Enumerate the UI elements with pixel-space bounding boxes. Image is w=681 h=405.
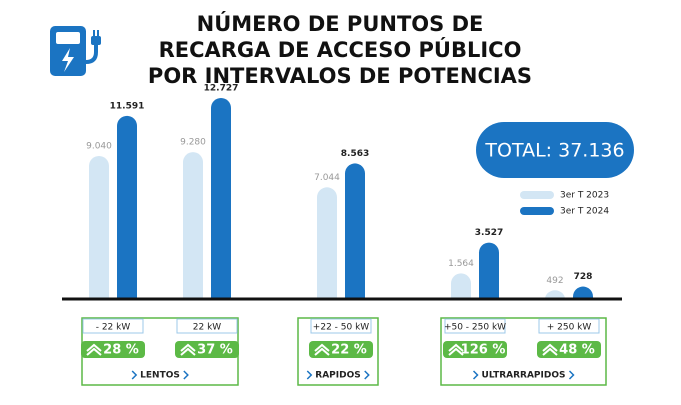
title-line: NÚMERO DE PUNTOS DE bbox=[197, 11, 484, 36]
chevron bbox=[472, 370, 479, 380]
bar bbox=[117, 115, 137, 309]
growth-arrow bbox=[542, 343, 558, 356]
growth-arrow bbox=[180, 343, 196, 356]
total-pill bbox=[476, 122, 634, 178]
legend-swatch bbox=[520, 191, 554, 199]
title-line: POR INTERVALOS DE POTENCIAS bbox=[148, 64, 532, 88]
growth-badge bbox=[309, 341, 373, 358]
chevron bbox=[568, 370, 575, 380]
value-label: 492 bbox=[546, 276, 563, 286]
bar bbox=[183, 152, 203, 308]
growth-label: 22 % bbox=[331, 343, 367, 358]
group-box bbox=[297, 317, 379, 386]
group-box bbox=[440, 317, 607, 386]
chevron bbox=[364, 370, 370, 380]
category-label: +50 - 250 kW bbox=[444, 323, 506, 333]
growth-label: 37 % bbox=[197, 343, 233, 358]
value-label: 8.563 bbox=[341, 149, 369, 159]
growth-arrow bbox=[448, 343, 464, 356]
category-box bbox=[310, 318, 372, 334]
bar bbox=[89, 155, 109, 308]
value-label: 7.044 bbox=[314, 173, 340, 183]
legend-label: 3er T 2024 bbox=[560, 207, 609, 217]
value-label: 9.040 bbox=[86, 141, 112, 151]
growth-arrow bbox=[314, 343, 330, 356]
bar bbox=[211, 98, 231, 308]
chevron bbox=[131, 370, 138, 380]
legend-swatch bbox=[520, 207, 554, 215]
category-label: - 22 kW bbox=[96, 323, 131, 333]
value-label: 9.280 bbox=[180, 138, 206, 148]
legend-label: 3er T 2023 bbox=[560, 191, 609, 201]
value-label: 728 bbox=[574, 272, 593, 282]
category-box bbox=[538, 318, 600, 334]
category-label: 22 kW bbox=[193, 323, 222, 333]
category-box bbox=[82, 318, 144, 334]
category-label: +22 - 50 kW bbox=[313, 323, 369, 333]
growth-badge bbox=[175, 341, 239, 358]
growth-label: 126 % bbox=[461, 343, 506, 358]
title-line: RECARGA DE ACCESO PÚBLICO bbox=[159, 37, 522, 62]
group-label: RAPIDOS bbox=[315, 371, 360, 381]
bar bbox=[345, 163, 365, 308]
value-label: 12.727 bbox=[204, 84, 239, 94]
bar bbox=[317, 187, 337, 308]
total: TOTAL: 37.136 bbox=[484, 140, 624, 162]
chevron bbox=[183, 370, 189, 380]
chevron bbox=[306, 370, 313, 380]
category-label: + 250 kW bbox=[547, 323, 592, 333]
value-label: 11.591 bbox=[110, 101, 145, 111]
cover bbox=[60, 300, 630, 314]
group-label: LENTOS bbox=[140, 371, 180, 381]
growth-badge bbox=[537, 341, 601, 358]
value-label: 3.527 bbox=[475, 228, 503, 238]
category-box bbox=[444, 318, 506, 334]
growth-badge bbox=[443, 341, 507, 358]
bar bbox=[479, 242, 499, 308]
growth-label: 48 % bbox=[559, 343, 595, 358]
value-label: 1.564 bbox=[448, 259, 474, 269]
group-label: ULTRARRAPIDOS bbox=[482, 371, 566, 381]
growth-arrow bbox=[86, 343, 102, 356]
growth-label: 28 % bbox=[103, 343, 139, 358]
growth-badge bbox=[81, 341, 145, 358]
charger-icon bbox=[50, 26, 101, 76]
category-box bbox=[176, 318, 238, 334]
